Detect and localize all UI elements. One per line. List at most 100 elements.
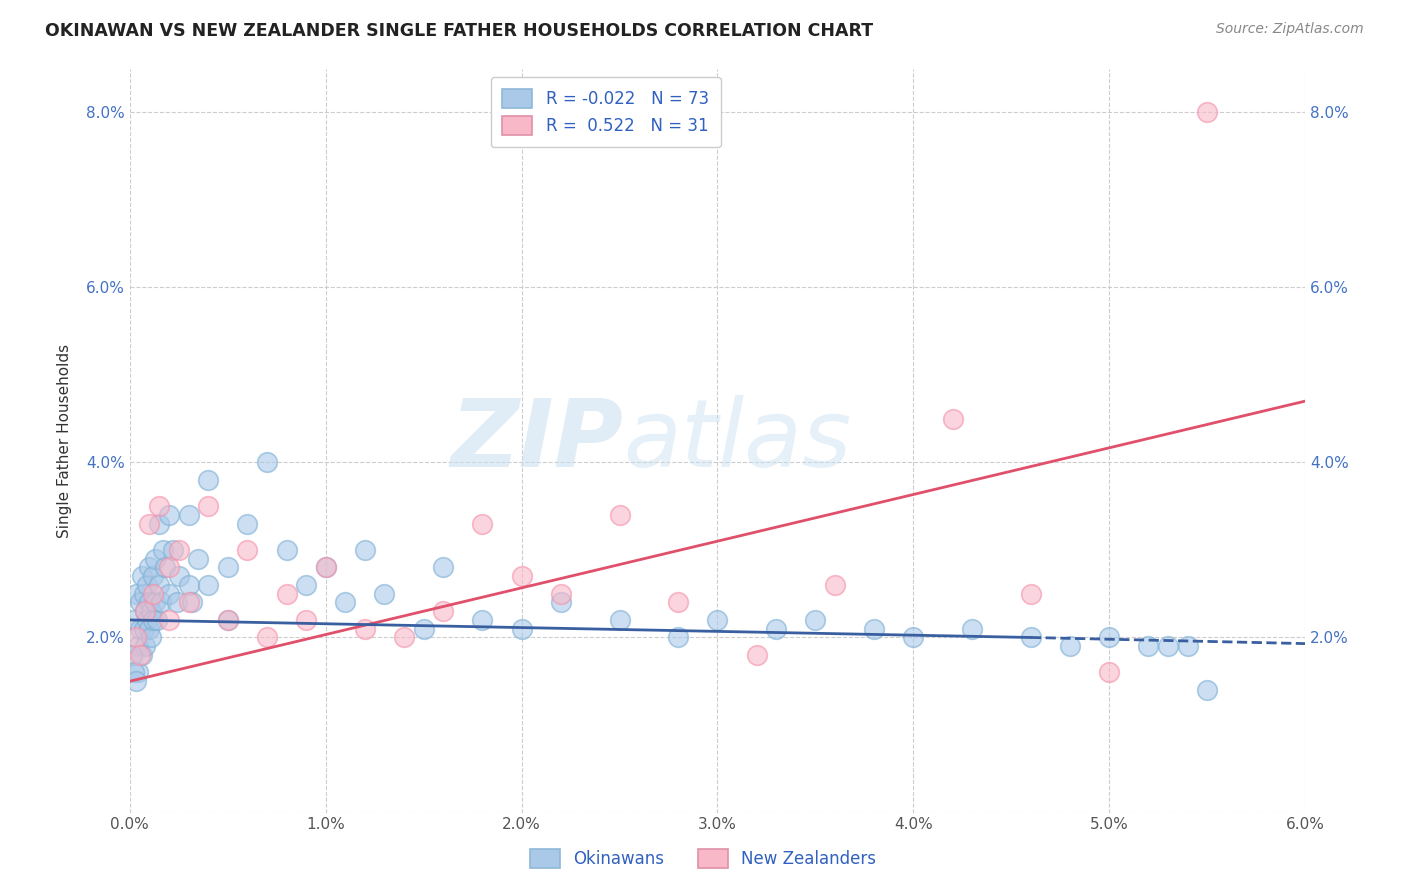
Point bbox=[412, 622, 434, 636]
Point bbox=[128, 622, 150, 636]
Text: OKINAWAN VS NEW ZEALANDER SINGLE FATHER HOUSEHOLDS CORRELATION CHART: OKINAWAN VS NEW ZEALANDER SINGLE FATHER … bbox=[45, 22, 873, 40]
Point bbox=[706, 613, 728, 627]
Point bbox=[236, 543, 259, 558]
Point bbox=[142, 613, 165, 627]
Point bbox=[510, 569, 533, 583]
Point bbox=[550, 587, 572, 601]
Point bbox=[122, 613, 145, 627]
Point bbox=[609, 508, 631, 522]
Point bbox=[134, 639, 156, 653]
Point bbox=[138, 595, 160, 609]
Point bbox=[256, 455, 278, 469]
Point bbox=[197, 473, 219, 487]
Point bbox=[1177, 639, 1199, 653]
Point bbox=[177, 578, 200, 592]
Point bbox=[125, 674, 148, 689]
Point bbox=[162, 543, 184, 558]
Point bbox=[127, 665, 149, 680]
Point bbox=[153, 560, 176, 574]
Point bbox=[1019, 631, 1042, 645]
Y-axis label: Single Father Households: Single Father Households bbox=[58, 343, 72, 538]
Text: ZIP: ZIP bbox=[450, 394, 623, 486]
Point bbox=[392, 631, 415, 645]
Point bbox=[550, 595, 572, 609]
Point bbox=[1197, 105, 1219, 120]
Point bbox=[141, 631, 163, 645]
Point bbox=[157, 508, 180, 522]
Point bbox=[132, 587, 155, 601]
Point bbox=[138, 560, 160, 574]
Point bbox=[187, 551, 209, 566]
Point bbox=[432, 604, 454, 618]
Point bbox=[295, 578, 318, 592]
Point bbox=[181, 595, 204, 609]
Point bbox=[142, 569, 165, 583]
Point bbox=[903, 631, 925, 645]
Point bbox=[666, 631, 689, 645]
Point bbox=[177, 508, 200, 522]
Point bbox=[150, 595, 173, 609]
Legend: Okinawans, New Zealanders: Okinawans, New Zealanders bbox=[523, 842, 883, 875]
Point bbox=[157, 613, 180, 627]
Point bbox=[941, 411, 963, 425]
Point bbox=[315, 560, 337, 574]
Point bbox=[128, 595, 150, 609]
Point bbox=[354, 622, 377, 636]
Point bbox=[373, 587, 395, 601]
Point bbox=[863, 622, 886, 636]
Text: Source: ZipAtlas.com: Source: ZipAtlas.com bbox=[1216, 22, 1364, 37]
Point bbox=[1098, 631, 1121, 645]
Point bbox=[217, 613, 239, 627]
Point bbox=[824, 578, 846, 592]
Point bbox=[471, 516, 494, 531]
Point bbox=[236, 516, 259, 531]
Point bbox=[128, 648, 150, 662]
Point bbox=[1059, 639, 1081, 653]
Point bbox=[1098, 665, 1121, 680]
Point bbox=[276, 543, 298, 558]
Point bbox=[122, 665, 145, 680]
Point bbox=[471, 613, 494, 627]
Point bbox=[131, 648, 153, 662]
Point bbox=[143, 551, 166, 566]
Point bbox=[1197, 683, 1219, 698]
Point bbox=[138, 622, 160, 636]
Point bbox=[1019, 587, 1042, 601]
Point bbox=[804, 613, 827, 627]
Point bbox=[217, 613, 239, 627]
Point bbox=[134, 604, 156, 618]
Point bbox=[432, 560, 454, 574]
Point bbox=[256, 631, 278, 645]
Point bbox=[166, 595, 188, 609]
Point bbox=[960, 622, 983, 636]
Point bbox=[609, 613, 631, 627]
Point bbox=[131, 569, 153, 583]
Point bbox=[127, 639, 149, 653]
Point bbox=[138, 516, 160, 531]
Point bbox=[1137, 639, 1160, 653]
Point bbox=[666, 595, 689, 609]
Point bbox=[134, 604, 156, 618]
Point bbox=[167, 569, 190, 583]
Point bbox=[157, 587, 180, 601]
Legend: R = -0.022   N = 73, R =  0.522   N = 31: R = -0.022 N = 73, R = 0.522 N = 31 bbox=[491, 77, 720, 147]
Point bbox=[295, 613, 318, 627]
Point bbox=[765, 622, 787, 636]
Point bbox=[148, 578, 170, 592]
Point bbox=[143, 595, 166, 609]
Point bbox=[125, 631, 148, 645]
Point bbox=[745, 648, 768, 662]
Point bbox=[1157, 639, 1180, 653]
Point bbox=[146, 613, 169, 627]
Point bbox=[152, 543, 174, 558]
Point bbox=[510, 622, 533, 636]
Point bbox=[136, 613, 159, 627]
Point bbox=[197, 578, 219, 592]
Point bbox=[132, 622, 155, 636]
Point bbox=[148, 499, 170, 513]
Point bbox=[136, 578, 159, 592]
Point bbox=[197, 499, 219, 513]
Text: atlas: atlas bbox=[623, 395, 852, 486]
Point bbox=[177, 595, 200, 609]
Point bbox=[121, 648, 143, 662]
